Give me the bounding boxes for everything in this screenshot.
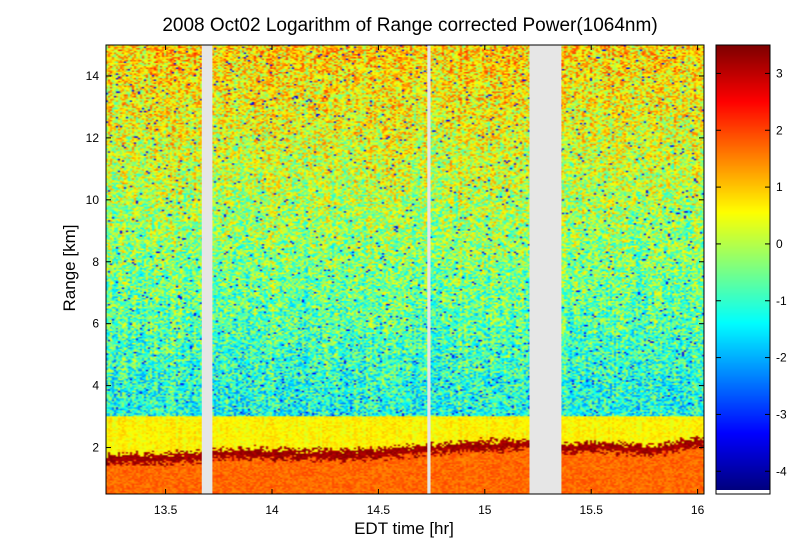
y-axis: 2 4 6 8 10 12 14 (86, 69, 704, 455)
colorbar-tick-label: 2 (776, 123, 783, 137)
colorbar-tick-label: -1 (776, 294, 787, 308)
y-tick-label: 10 (86, 193, 100, 207)
x-tick-label: 16 (691, 503, 705, 517)
plot-frame (105, 44, 705, 495)
colorbar-tick-label: -2 (776, 351, 787, 365)
data-gap-layer (201, 45, 562, 494)
x-tick-label: 13.5 (154, 503, 178, 517)
heatmap-plot-area: 13.5 14 14.5 15 15.5 16 2 4 6 8 10 12 14 (86, 44, 705, 517)
y-axis-label: Range [km] (60, 225, 79, 312)
x-axis-label: EDT time [hr] (354, 519, 454, 538)
heatmap-image (106, 45, 704, 494)
y-tick-label: 8 (92, 255, 99, 269)
data-gap (201, 45, 213, 494)
colorbar: 3 2 1 0 -1 -2 -3 -4 (715, 44, 787, 495)
y-tick-label: 4 (92, 379, 99, 393)
y-tick-label: 14 (86, 69, 100, 83)
colorbar-tick-label: -4 (776, 464, 787, 478)
colorbar-tick-label: 0 (776, 237, 783, 251)
data-gap (529, 45, 562, 494)
colorbar-frame (715, 44, 771, 495)
colorbar-gradient (716, 45, 770, 490)
y-tick-label: 12 (86, 131, 100, 145)
data-gap (427, 45, 431, 494)
x-tick-label: 14.5 (367, 503, 391, 517)
colorbar-tick-label: -3 (776, 407, 787, 421)
y-tick-label: 2 (92, 441, 99, 455)
x-tick-label: 15.5 (580, 503, 604, 517)
colorbar-tick-label: 3 (776, 66, 783, 80)
colorbar-ticks: 3 2 1 0 -1 -2 -3 -4 (716, 66, 787, 478)
x-tick-label: 15 (478, 503, 492, 517)
chart-title: 2008 Oct02 Logarithm of Range corrected … (162, 15, 657, 36)
x-axis: 13.5 14 14.5 15 15.5 16 (154, 45, 705, 517)
colorbar-tick-label: 1 (776, 180, 783, 194)
y-tick-label: 6 (92, 317, 99, 331)
x-tick-label: 14 (265, 503, 279, 517)
